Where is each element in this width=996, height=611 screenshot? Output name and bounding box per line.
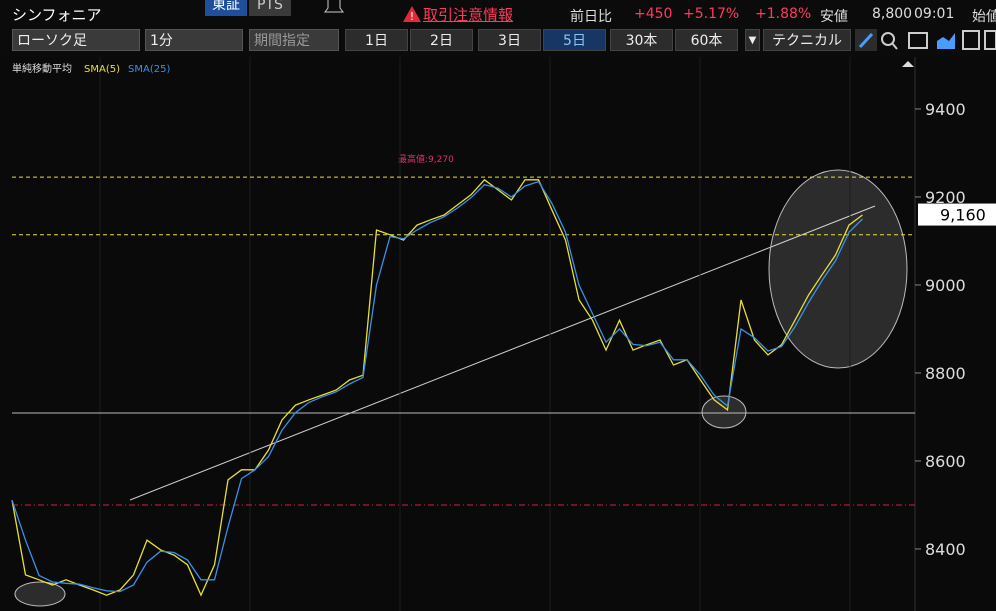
low: 8,800 [872, 6, 913, 22]
chart-kind-dropdown[interactable]: ローソク足 [12, 29, 140, 51]
tool-icons[interactable] [855, 29, 996, 51]
legend-entry: SMA(5) [84, 64, 120, 75]
chart: 単純移動平均 最高値:9,270 8400 8600 8800 9000 9200 940… [0, 57, 996, 611]
range-button[interactable]: 3日 [478, 29, 541, 51]
warning-icon: ! [403, 6, 421, 22]
highlight-ellipse [701, 395, 747, 429]
technical-button[interactable]: テクニカル [763, 29, 851, 51]
warning-link[interactable]: 取引注意情報 [423, 6, 514, 24]
highlight-ellipse [14, 581, 66, 607]
bell-icon[interactable] [322, 0, 346, 16]
y-tick-label: 8800 [925, 364, 966, 383]
range-button[interactable]: 2日 [410, 29, 473, 51]
legend-entry: SMA(25) [128, 64, 170, 75]
change-label: 前日比 [570, 9, 612, 25]
y-tick-label: 9200 [925, 188, 966, 207]
y-tick-label: 8600 [925, 452, 966, 471]
high-annotation: 最高値:9,270 [398, 153, 454, 165]
interval-dropdown[interactable]: 1分 [145, 29, 243, 51]
y-tick-label: 9000 [925, 276, 966, 295]
pts-tab[interactable]: PTS [249, 0, 291, 16]
highlight-ellipse [768, 169, 908, 369]
y-tick-label: 8400 [925, 540, 966, 559]
stock-name: シンフォニア [12, 6, 102, 24]
y-tick-label: 9400 [925, 100, 966, 119]
change-pct2: +1.88% [755, 6, 812, 22]
change-pct: +5.17% [683, 6, 740, 22]
range-dropdown[interactable]: ▼ [745, 29, 760, 51]
last-price-label: 9,160 [940, 206, 986, 225]
last-price-tag [918, 203, 996, 226]
trend-line-drawing [129, 205, 876, 501]
range-button[interactable]: 30本 [610, 29, 673, 51]
price-line [11, 180, 863, 593]
svg-text:!: ! [410, 10, 414, 22]
market-tab[interactable]: 東証 [205, 0, 247, 16]
price-line [11, 178, 863, 597]
low-label: 安値 [820, 9, 848, 25]
legend-title: 単純移動平均 [12, 62, 72, 75]
range-button[interactable]: 5日 [543, 29, 606, 51]
period-dropdown[interactable]: 期間指定 [249, 29, 339, 51]
open-label: 始値 [972, 9, 996, 25]
change: +450 [634, 6, 673, 22]
range-button[interactable]: 60本 [675, 29, 738, 51]
time: 09:01 [914, 6, 955, 22]
range-button[interactable]: 1日 [345, 29, 408, 51]
